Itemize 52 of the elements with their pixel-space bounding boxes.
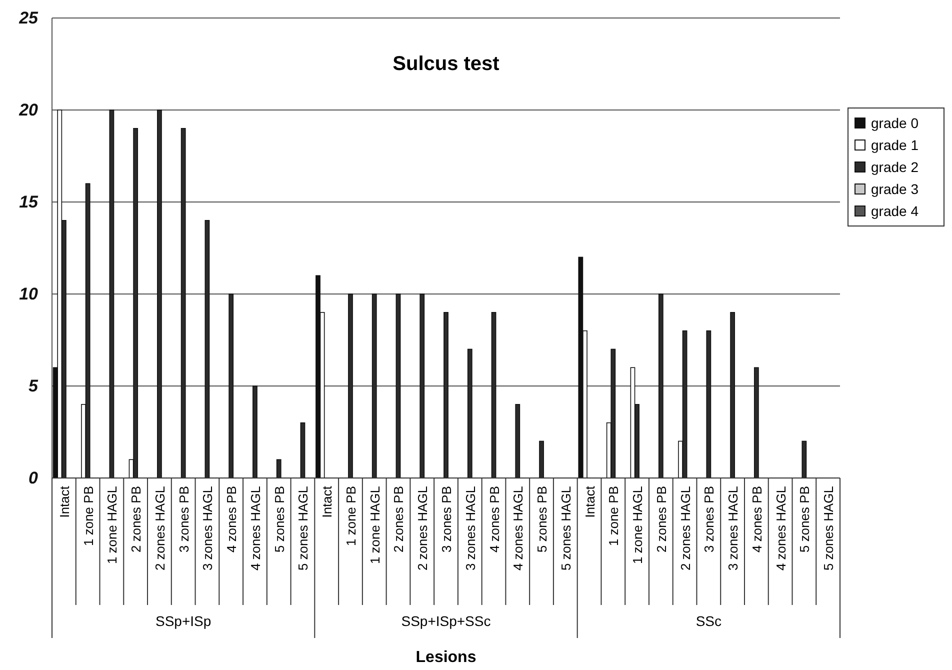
x-tick-label: Intact (56, 486, 72, 518)
x-tick-label: 4 zones PB (486, 486, 502, 552)
x-tick-label: 5 zones PB (797, 486, 812, 552)
x-tick-label: 5 zones HAGL (296, 486, 311, 571)
x-tick-label: 1 zone HAGL (630, 486, 646, 564)
x-tick-label: 5 zones HAGL (558, 486, 574, 571)
text: SSp+ISp+SSc (401, 613, 491, 629)
y-tick-label: 5 (28, 376, 39, 396)
x-tick-label: Intact (320, 486, 335, 518)
x-tick-label: 2 zones HAGL (415, 486, 430, 571)
x-tick-label: 4 zones HAGL (510, 486, 526, 571)
x-tick-label: 2 zones PB (654, 486, 669, 552)
x-tick-label: 1 zone PB (343, 486, 358, 546)
x-tick-label: 3 zones PB (702, 486, 717, 552)
x-tick-label: 4 zones HAGL (773, 486, 788, 571)
x-tick-label: Intact (582, 486, 598, 518)
x-tick-label: 3 zones HAGL (462, 486, 478, 571)
x-tick-label: 4 zones PB (749, 486, 764, 552)
text: SSp+ISp (156, 613, 212, 629)
x-tick-label: 1 zone HAGL (104, 486, 120, 564)
legend-label: grade 4 (871, 203, 919, 219)
legend-label: grade 3 (871, 181, 919, 197)
x-tick-label: 1 zone PB (80, 486, 96, 546)
x-tick-label: 3 zones PB (176, 486, 192, 552)
x-tick-label: 2 zones HAGL (678, 486, 693, 571)
x-tick-label: 5 zones PB (272, 486, 287, 552)
x-tick-label: 1 zone HAGL (367, 486, 382, 564)
legend-label: grade 1 (871, 137, 919, 153)
x-tick-label: 3 zones HAGL (726, 486, 741, 571)
x-tick-label: 2 zones HAGL (152, 486, 168, 571)
x-axis-title: Lesions (416, 649, 476, 666)
x-tick-label: 1 zone PB (606, 486, 622, 546)
y-tick-label: 25 (18, 8, 39, 28)
bar (316, 275, 320, 478)
x-tick-label: 3 zones HAGL (200, 486, 216, 571)
text: Sulcus test (392, 53, 500, 75)
x-tick-label: 4 zones HAGL (248, 486, 263, 571)
text: SSc (696, 613, 722, 629)
x-tick-label: 4 zones PB (224, 486, 240, 552)
x-tick-label: 2 zones PB (128, 486, 144, 552)
x-tick-label: 3 zones PB (439, 486, 454, 552)
x-tick-label: 2 zones PB (391, 486, 406, 552)
x-tick-label: 5 zones HAGL (821, 486, 836, 571)
y-tick-label: 10 (19, 284, 39, 304)
y-tick-label: 0 (28, 468, 39, 488)
y-tick-label: 20 (18, 100, 39, 120)
y-tick-label: 15 (19, 192, 39, 212)
bar (57, 110, 62, 478)
legend-label: grade 2 (871, 159, 919, 175)
bar (578, 256, 584, 478)
x-tick-label: 5 zones PB (534, 486, 550, 552)
legend-label: grade 0 (871, 115, 919, 131)
